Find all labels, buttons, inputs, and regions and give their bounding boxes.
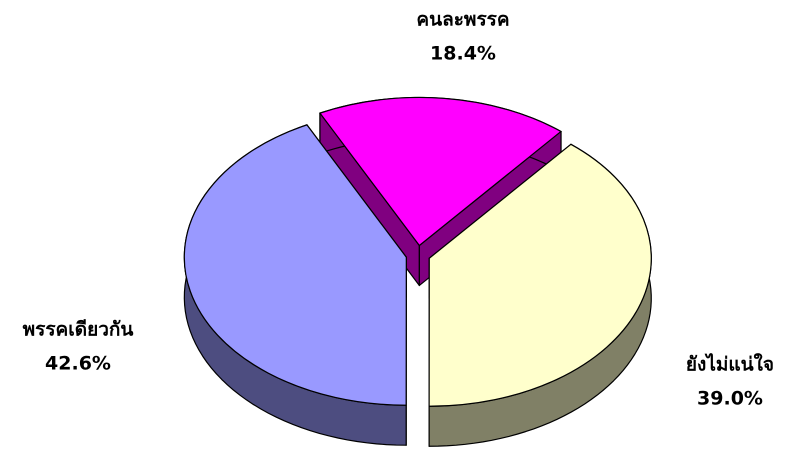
slice-label: ยังไม่แน่ใจ [686,353,774,376]
slice-top [318,96,563,247]
slice-value-label: 18.4% [430,43,496,65]
pie-slice [183,124,407,446]
slice-value-label: 42.6% [45,353,111,375]
slice-label: พรรคเดียวกัน [23,319,134,341]
slice-label: คนละพรรค [416,9,509,31]
slice-top [183,124,407,406]
slice-top [428,143,652,407]
pie-slice [428,143,652,447]
slice-value-label: 39.0% [697,388,763,410]
